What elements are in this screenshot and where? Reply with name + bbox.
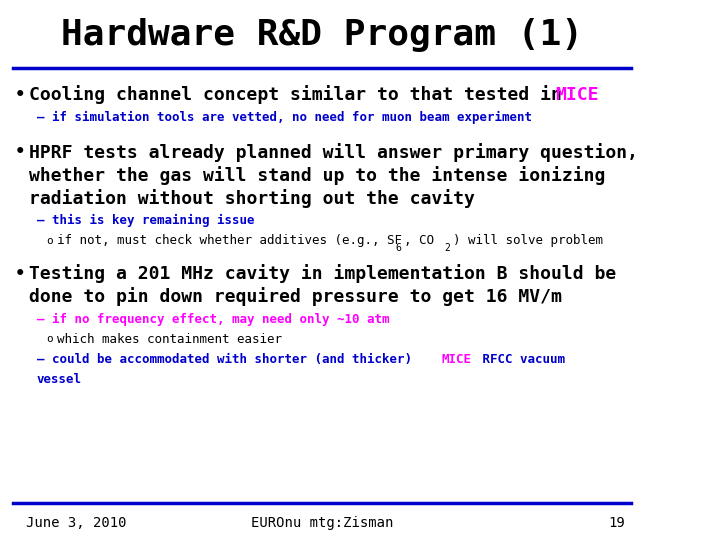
Text: which makes containment easier: which makes containment easier [57,333,282,346]
Text: •: • [14,84,27,105]
Text: – could be accommodated with shorter (and thicker): – could be accommodated with shorter (an… [37,353,419,366]
Text: – if simulation tools are vetted, no need for muon beam experiment: – if simulation tools are vetted, no nee… [37,111,531,124]
Text: , CO: , CO [404,234,433,247]
Text: o: o [46,236,53,246]
Text: Testing a 201 MHz cavity in implementation B should be: Testing a 201 MHz cavity in implementati… [29,264,616,284]
Text: MICE: MICE [441,353,472,366]
Text: 2: 2 [444,243,450,253]
Text: •: • [14,142,27,163]
Text: EUROnu mtg:Zisman: EUROnu mtg:Zisman [251,516,393,530]
Text: Cooling channel concept similar to that tested in: Cooling channel concept similar to that … [29,85,572,104]
Text: whether the gas will stand up to the intense ionizing: whether the gas will stand up to the int… [29,166,606,185]
Text: done to pin down required pressure to get 16 MV/m: done to pin down required pressure to ge… [29,287,562,307]
Text: 6: 6 [395,243,401,253]
Text: radiation without shorting out the cavity: radiation without shorting out the cavit… [29,189,475,208]
Text: ) will solve problem: ) will solve problem [453,234,603,247]
Text: RFCC vacuum: RFCC vacuum [474,353,564,366]
Text: MICE: MICE [555,85,598,104]
Text: – this is key remaining issue: – this is key remaining issue [37,214,254,227]
Text: Hardware R&D Program (1): Hardware R&D Program (1) [61,18,583,52]
Text: – if no frequency effect, may need only ~10 atm: – if no frequency effect, may need only … [37,313,390,326]
Text: if not, must check whether additives (e.g., SF: if not, must check whether additives (e.… [57,234,402,247]
Text: HPRF tests already planned will answer primary question,: HPRF tests already planned will answer p… [29,143,638,162]
Text: 19: 19 [608,516,624,530]
Text: vessel: vessel [37,373,81,386]
Text: o: o [46,334,53,344]
Text: •: • [14,264,27,284]
Text: June 3, 2010: June 3, 2010 [26,516,126,530]
